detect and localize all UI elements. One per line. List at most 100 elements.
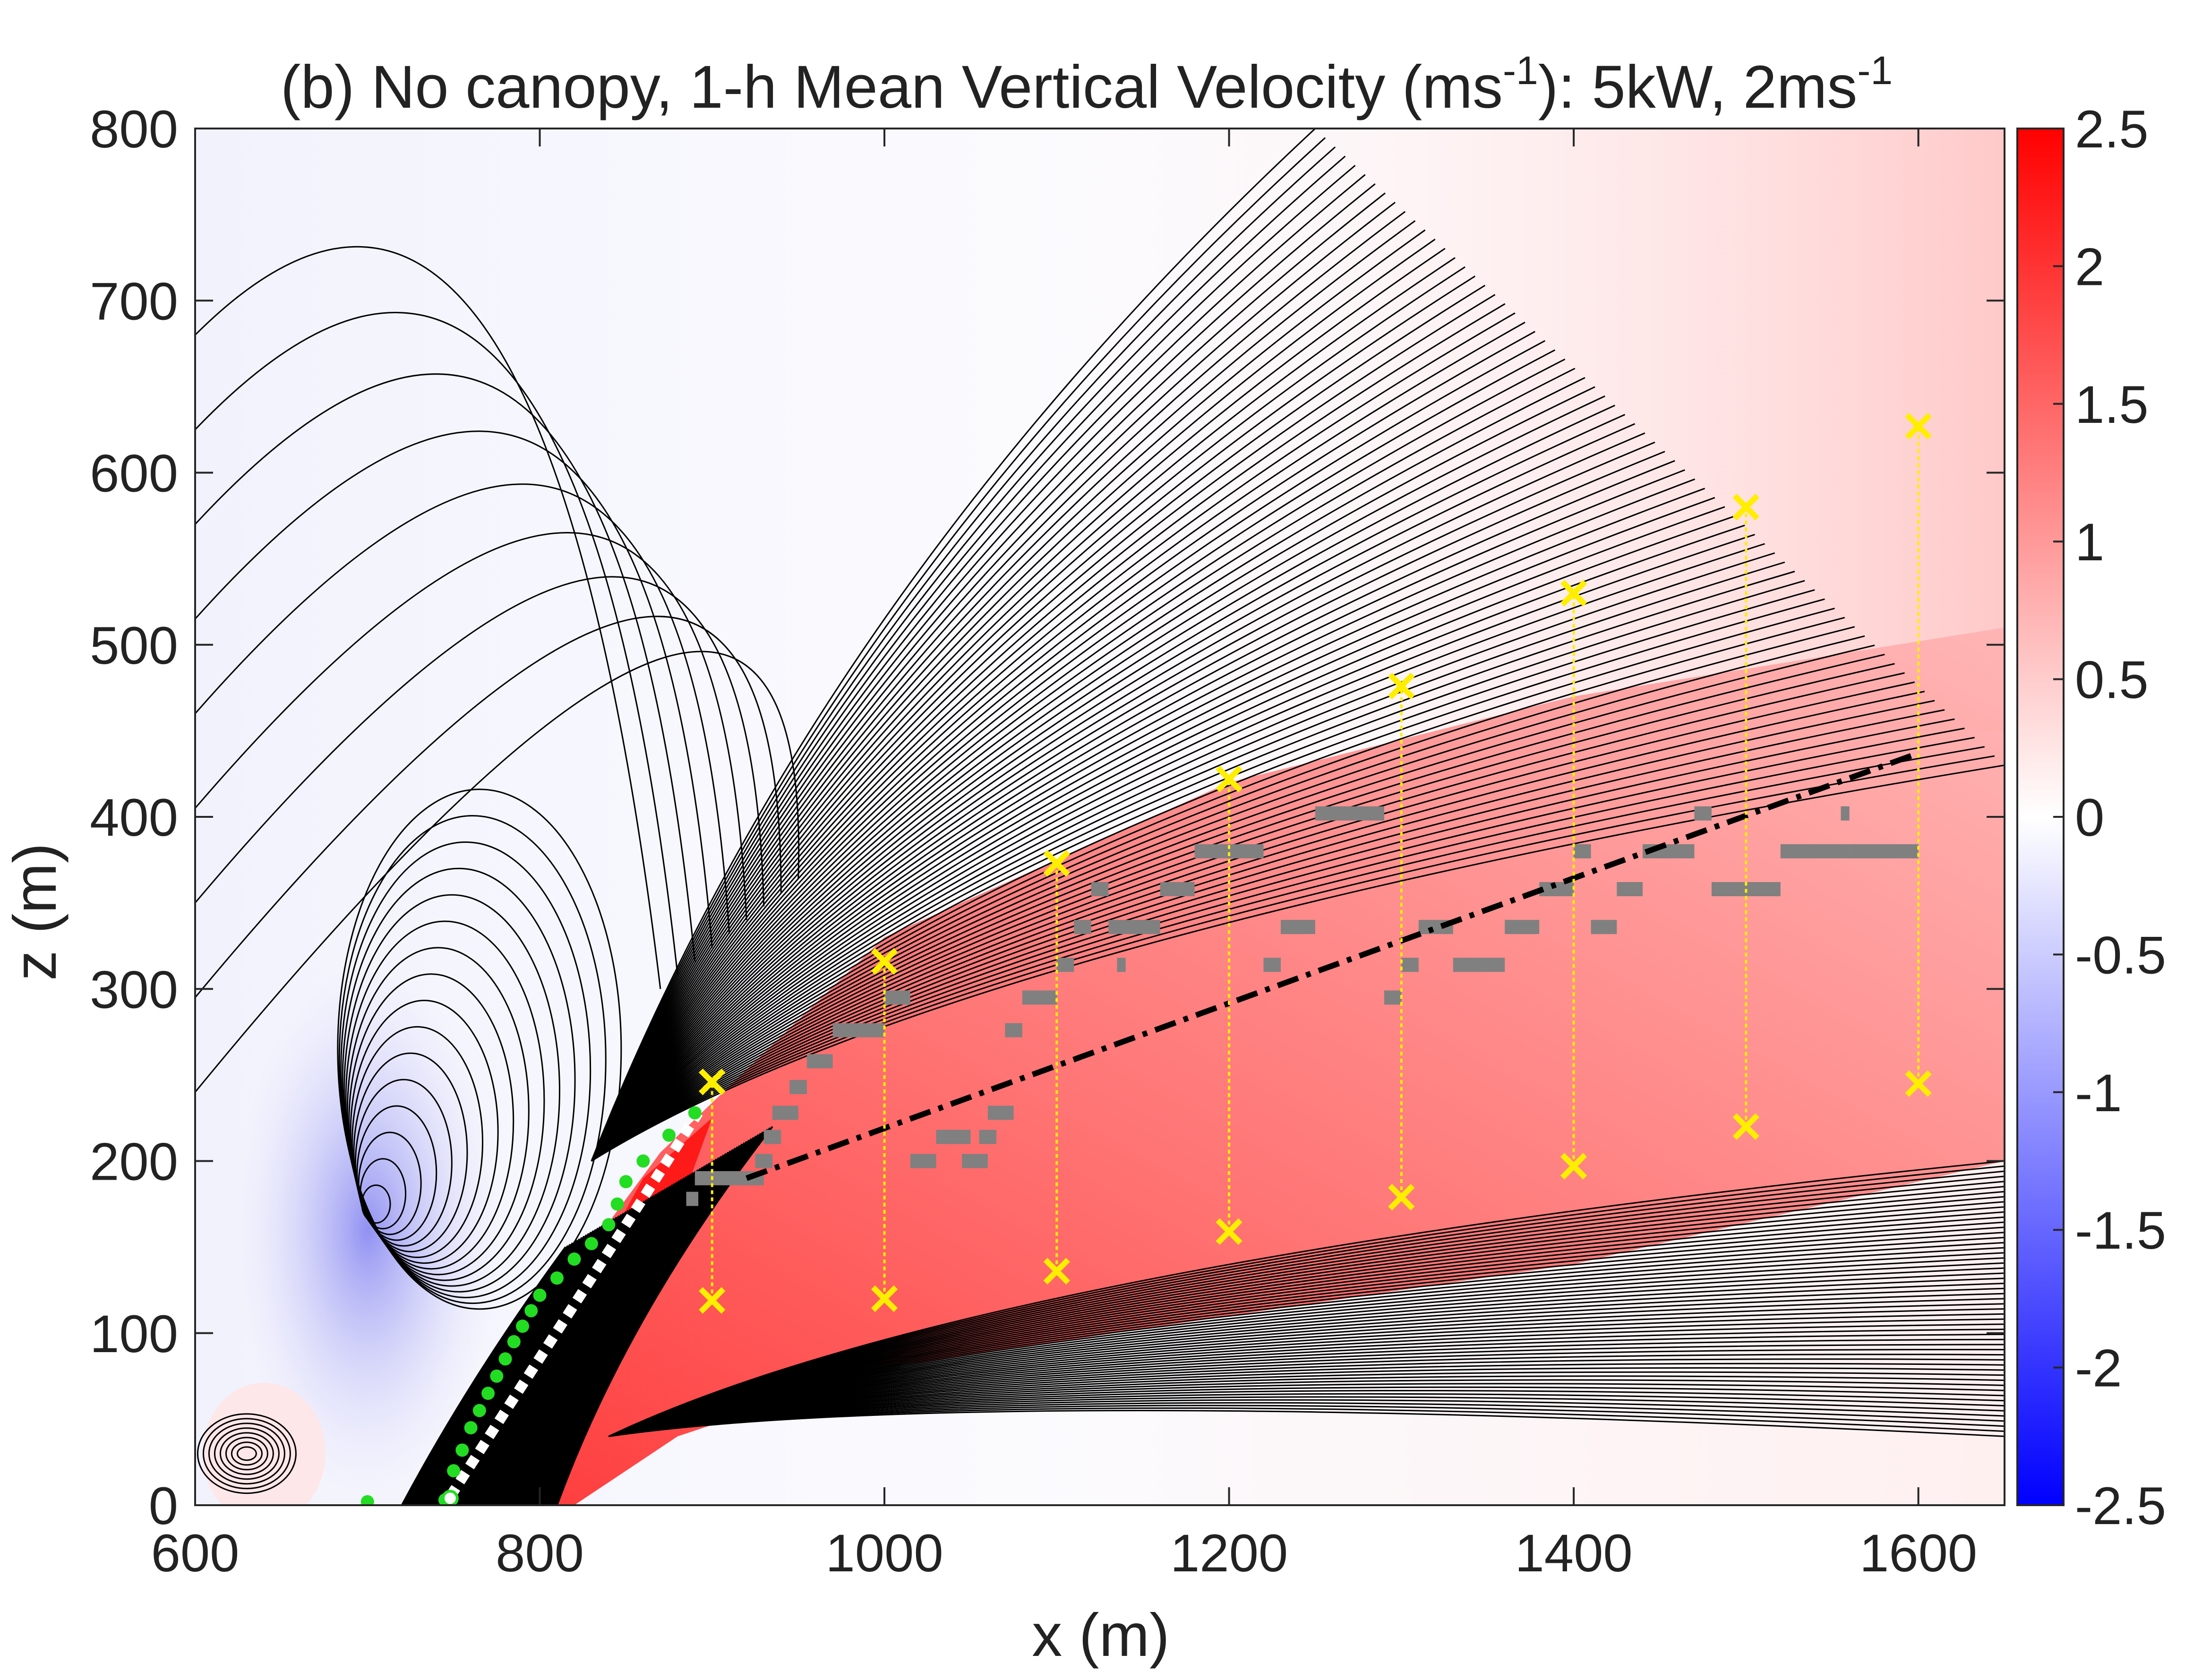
- plume-edge-marker: [1216, 1218, 1242, 1245]
- contour-line: [591, 608, 1835, 1162]
- contour-line: [591, 404, 1615, 1162]
- title-superscript-2: -1: [1857, 48, 1893, 93]
- contour-line: [608, 1410, 2005, 1437]
- contour-line: [474, 1190, 664, 1505]
- contour-line: [608, 1354, 2005, 1437]
- title-middle: ): 5kW, 2ms: [1538, 53, 1858, 121]
- contour-line: [488, 1179, 683, 1505]
- contour-loop: [345, 920, 545, 1281]
- plot-area: [195, 129, 2005, 1505]
- plume-edge-marker: [1388, 1183, 1415, 1211]
- contour-line: [591, 368, 1576, 1162]
- contour-loop: [343, 894, 560, 1287]
- contour-line: [608, 1344, 2005, 1437]
- plume-edge-marker: [1732, 494, 1760, 521]
- contour-line: [483, 1183, 676, 1505]
- contour-line: [608, 1257, 2005, 1437]
- plume-edge-marker: [1732, 1113, 1760, 1140]
- contour-line: [591, 129, 1316, 1162]
- y-tick-label: 800: [90, 100, 178, 159]
- contour-line: [481, 1184, 674, 1505]
- y-tick-label: 500: [90, 616, 178, 675]
- contour-loop: [337, 789, 622, 1310]
- contour-line: [608, 1358, 2005, 1437]
- contour-line: [591, 451, 1665, 1162]
- contour-line: [472, 1191, 662, 1505]
- contour-line: [463, 1198, 650, 1505]
- contour-line: [608, 1375, 2005, 1437]
- contour-loop: [342, 867, 576, 1293]
- contour-line: [502, 1168, 702, 1505]
- colorbar-tick-label: -1: [2075, 1063, 2122, 1123]
- contour-line: [591, 164, 1356, 1162]
- contour-line: [591, 321, 1525, 1162]
- contour-line: [484, 1181, 678, 1505]
- contour-line: [608, 1303, 2005, 1437]
- plume-edge-marker: [1560, 580, 1587, 607]
- contour-line: [423, 1229, 597, 1505]
- contour-line: [608, 1402, 2005, 1437]
- contour-line: [591, 423, 1636, 1162]
- y-tick-label: 0: [149, 1476, 178, 1535]
- green-point: [619, 1175, 633, 1189]
- colorbar-tick-label: 2: [2075, 237, 2104, 296]
- green-point: [524, 1304, 538, 1318]
- contour-line: [591, 524, 1745, 1162]
- green-point: [360, 1495, 374, 1505]
- contour-line: [591, 358, 1566, 1162]
- contour-line: [591, 257, 1456, 1162]
- y-axis-ticks: 0 100 200 300 400 500 600 700 800: [90, 100, 2005, 1535]
- contour-loop: [214, 1427, 280, 1480]
- contour-line: [437, 1218, 616, 1505]
- plume-edge-marker: [1905, 412, 1932, 440]
- contour-line: [608, 1367, 2005, 1437]
- green-point: [498, 1352, 512, 1366]
- contour-line: [436, 1219, 613, 1505]
- plume-edge-marker: [1216, 765, 1242, 793]
- contour-line: [427, 1226, 601, 1505]
- colorbar-tick-label: -1.5: [2075, 1201, 2166, 1260]
- contour-line: [608, 1399, 2005, 1437]
- plume-edge-marker: [1388, 672, 1415, 700]
- y-tick-label: 100: [90, 1304, 178, 1363]
- contour-line: [535, 1142, 745, 1505]
- contour-line: [591, 469, 1685, 1162]
- plume-edge-marker: [1560, 1153, 1587, 1180]
- plume-edge-marker: [699, 1068, 726, 1096]
- contour-line: [591, 414, 1626, 1162]
- contour-line: [591, 515, 1735, 1162]
- plume-edge-marker: [871, 1285, 898, 1312]
- green-point: [455, 1443, 469, 1457]
- contour-line: [542, 1137, 755, 1505]
- contour-line: [533, 1143, 743, 1505]
- green-point: [464, 1421, 478, 1435]
- plume-edge-marker: [1905, 1070, 1932, 1097]
- contour-lines: [195, 129, 2005, 1505]
- colorbar-tick-label: 0.5: [2075, 651, 2149, 710]
- green-point: [688, 1106, 702, 1120]
- contour-line: [591, 137, 1326, 1162]
- contour-line: [608, 1160, 2005, 1437]
- contour-line: [591, 220, 1416, 1162]
- contour-line: [410, 1240, 578, 1505]
- contour-line: [516, 1157, 720, 1505]
- plume-updraft-region: [436, 627, 2005, 1505]
- contour-line: [591, 211, 1406, 1162]
- contour-line: [591, 202, 1396, 1162]
- contour-line: [591, 294, 1496, 1162]
- contour-line: [498, 1170, 697, 1505]
- contour-line: [591, 331, 1535, 1162]
- contour-line: [195, 576, 765, 907]
- green-point: [662, 1128, 676, 1142]
- contour-line: [195, 246, 661, 989]
- contour-line: [549, 1131, 764, 1505]
- green-point: [567, 1252, 581, 1266]
- green-point: [481, 1387, 495, 1400]
- plume-edge-marker: [699, 1287, 726, 1314]
- colorbar-tick-label: -2: [2075, 1339, 2122, 1398]
- contour-line: [591, 174, 1366, 1162]
- green-point: [490, 1369, 504, 1383]
- contour-line: [195, 616, 782, 998]
- x-tick-label: 1400: [1515, 1524, 1633, 1583]
- contour-line: [591, 497, 1715, 1162]
